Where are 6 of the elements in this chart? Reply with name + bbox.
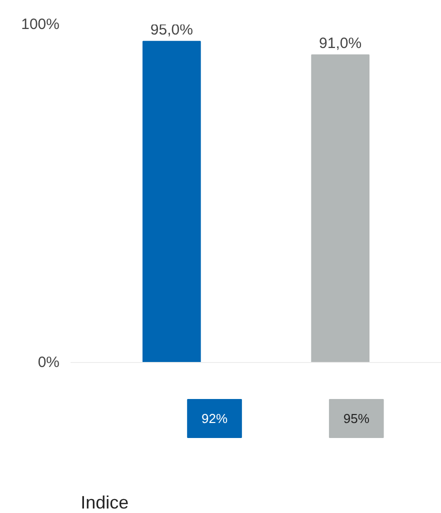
- text: Indice: [80, 492, 129, 512]
- x-tick-label: 95%: [343, 411, 370, 426]
- y-tick-label: 0%: [38, 354, 60, 371]
- y-tick-label: 100%: [21, 16, 60, 33]
- data-label: 91,0%: [319, 34, 362, 52]
- x-tick-label: 92%: [202, 411, 228, 426]
